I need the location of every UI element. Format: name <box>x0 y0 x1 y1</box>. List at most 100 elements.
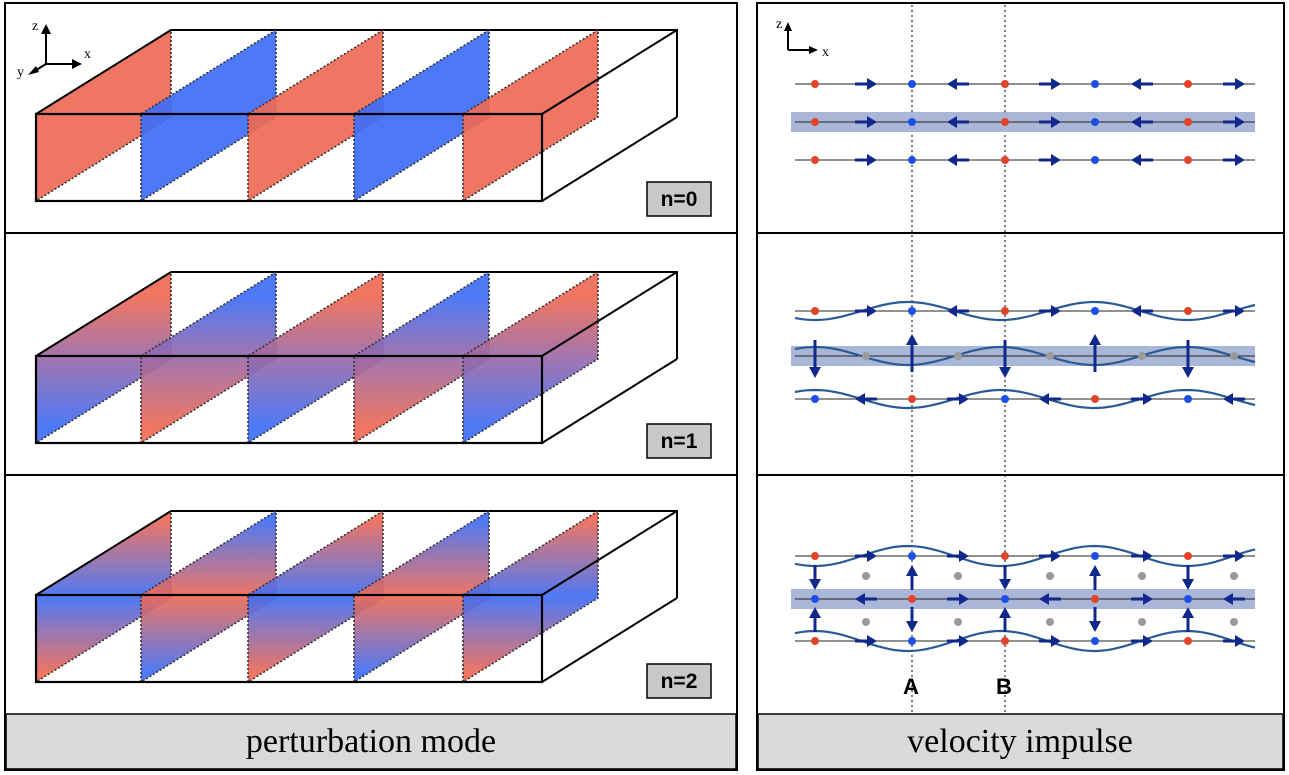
arrowhead <box>1143 593 1153 605</box>
particle <box>954 352 962 360</box>
particle <box>908 118 916 126</box>
right-caption-bar <box>757 713 1284 770</box>
arrowhead <box>809 367 821 378</box>
mode-label-n2: n=2 <box>646 663 712 699</box>
right-caption: velocity impulse <box>907 723 1133 760</box>
arrowhead <box>1235 116 1245 128</box>
arrowhead <box>1089 565 1101 576</box>
plane-3 <box>247 509 384 684</box>
arrowhead <box>1223 393 1233 405</box>
arrowhead <box>1039 593 1049 605</box>
left-caption-bar <box>5 713 737 770</box>
arrowhead <box>1051 635 1061 647</box>
particle <box>811 80 819 88</box>
particle <box>811 307 819 315</box>
particle <box>862 618 870 626</box>
slab-n2 <box>34 509 678 684</box>
particle <box>1001 118 1009 126</box>
plane-3 <box>247 28 384 203</box>
particle <box>908 552 916 560</box>
slab-top-left-edge <box>35 29 172 115</box>
slab-bottom-right-edge <box>541 116 678 202</box>
plane-5 <box>462 509 599 684</box>
particle <box>811 595 819 603</box>
particle <box>1001 80 1009 88</box>
plane-2 <box>140 509 277 684</box>
particle <box>1091 156 1099 164</box>
slab-n1 <box>34 270 678 445</box>
mode-label-n1-text: n=1 <box>661 430 698 453</box>
arrowhead <box>1089 334 1101 345</box>
left-axis-z-label: z <box>32 19 38 34</box>
arrowhead <box>1131 154 1141 166</box>
plane-5 <box>462 270 599 445</box>
particle <box>1184 80 1192 88</box>
slab-bottom-right-edge <box>541 597 678 683</box>
right-axis-z-label: z <box>776 17 782 32</box>
particle <box>908 307 916 315</box>
particle <box>811 637 819 645</box>
arrowhead <box>1089 621 1101 632</box>
plane-4 <box>353 270 490 445</box>
arrowhead <box>809 607 821 618</box>
particle <box>1001 307 1009 315</box>
slab-diagrams <box>34 28 678 684</box>
particle <box>1184 118 1192 126</box>
particle <box>862 352 870 360</box>
arrowhead <box>906 565 918 576</box>
arrowhead <box>867 78 877 90</box>
marker-a: A <box>903 674 919 699</box>
particle <box>1184 595 1192 603</box>
particle <box>1001 552 1009 560</box>
arrowhead <box>1051 116 1061 128</box>
plane-2 <box>140 28 277 203</box>
particle <box>811 395 819 403</box>
particle <box>1091 637 1099 645</box>
arrowhead <box>867 635 877 647</box>
arrowhead <box>959 550 969 562</box>
displaced-line <box>794 544 1256 568</box>
left-caption: perturbation mode <box>246 723 496 760</box>
arrowhead <box>947 305 957 317</box>
arrowhead <box>999 367 1011 378</box>
arrowhead <box>867 550 877 562</box>
particle <box>954 572 962 580</box>
slab-bottom-right-edge <box>541 358 678 444</box>
left-axis-x-label: x <box>84 47 91 62</box>
left-panel-frame <box>4 2 738 771</box>
left-axes-icon: z x y <box>17 19 91 80</box>
slab-front-face <box>34 354 544 445</box>
arrowhead <box>809 579 821 590</box>
particle <box>908 595 916 603</box>
particle <box>1091 307 1099 315</box>
arrowhead <box>1235 78 1245 90</box>
particle <box>1184 156 1192 164</box>
arrowhead <box>1235 154 1245 166</box>
arrowhead <box>867 154 877 166</box>
displaced-line <box>794 388 1256 410</box>
particle <box>1230 352 1238 360</box>
arrowhead <box>1182 579 1194 590</box>
arrowhead <box>1039 393 1049 405</box>
particle <box>1046 572 1054 580</box>
particle <box>862 572 870 580</box>
right-axis-x-label: x <box>822 45 829 60</box>
plane-4 <box>353 509 490 684</box>
arrowhead <box>1235 635 1245 647</box>
arrowhead <box>867 116 877 128</box>
arrowhead <box>1131 78 1141 90</box>
slab-front-face <box>34 112 544 203</box>
particle <box>1184 552 1192 560</box>
particle <box>954 618 962 626</box>
velocity-diagrams <box>791 78 1256 653</box>
particle <box>1001 637 1009 645</box>
particle <box>811 552 819 560</box>
displaced-line <box>794 629 1256 653</box>
particle <box>908 156 916 164</box>
plane-4 <box>353 28 490 203</box>
right-panel-frame <box>756 2 1285 771</box>
slab-front-face <box>34 593 544 684</box>
arrowhead <box>959 593 969 605</box>
arrowhead <box>1143 635 1153 647</box>
particle <box>811 118 819 126</box>
